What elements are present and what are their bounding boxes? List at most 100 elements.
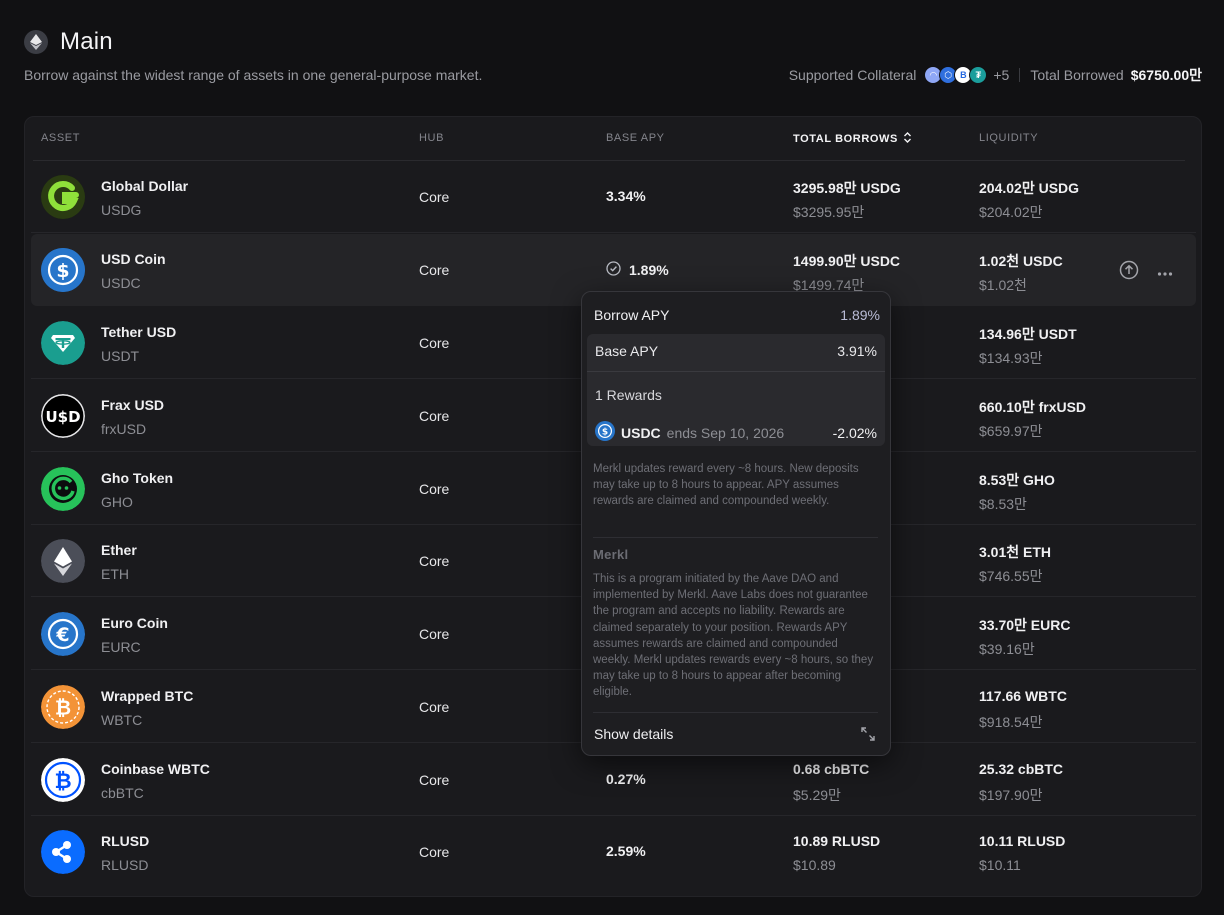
total-borrows-usd: $10.89 [793, 857, 836, 873]
hub-value: Core [419, 481, 450, 497]
hub-value: Core [419, 844, 450, 860]
asset-symbol: cbBTC [101, 785, 144, 801]
collateral-icons[interactable]: ◠ ⬡ B ₮ [924, 66, 988, 84]
merkl-disclaimer: This is a program initiated by the Aave … [593, 573, 874, 699]
rewards-count: 1 Rewards [595, 387, 662, 403]
base-apy-value: 0.27% [606, 771, 646, 787]
base-apy-value: 3.91% [837, 343, 877, 359]
liquidity-amount: 10.11 RLUSD [979, 833, 1066, 849]
collateral-more-count[interactable]: +5 [993, 67, 1010, 83]
cbbtc-icon: ₿ [41, 758, 85, 802]
svg-text:₿: ₿ [54, 769, 71, 793]
market-stats: Supported Collateral ◠ ⬡ B ₮ +5 Total Bo… [789, 65, 1202, 85]
svg-text:U$D: U$D [45, 408, 80, 426]
asset-symbol: USDG [101, 202, 142, 218]
row-actions [1119, 260, 1173, 285]
base-apy-value: 1.89% [629, 262, 669, 278]
asset-name: Gho Token [101, 470, 174, 486]
column-header-hub[interactable]: HUB [419, 132, 445, 144]
asset-symbol: EURC [101, 639, 141, 655]
svg-text:€: € [55, 624, 69, 646]
column-header-asset[interactable]: ASSET [41, 132, 81, 144]
ether-icon [41, 539, 85, 583]
base-apy-row: Base APY 3.91% [595, 343, 877, 359]
hub-value: Core [419, 262, 450, 278]
base-apy-label: Base APY [595, 343, 659, 359]
divider [1019, 68, 1021, 82]
expand-icon[interactable] [860, 726, 876, 747]
svg-text:$: $ [56, 260, 69, 282]
reward-row: $ USDC ends Sep 10, 2026 -2.02% [595, 421, 877, 444]
liquidity-usd: $39.16만 [979, 641, 1035, 657]
liquidity-usd: $10.11 [979, 857, 1021, 873]
show-details-link[interactable]: Show details [594, 726, 674, 742]
column-header-liquidity[interactable]: LIQUIDITY [979, 132, 1039, 144]
table-row[interactable]: U$D Frax USD frxUSD Core 660.10만 frxUSD … [31, 380, 1196, 452]
more-options-icon[interactable] [1157, 264, 1173, 282]
tether-icon [41, 321, 85, 365]
table-row[interactable]: RLUSD RLUSD Core 2.59% 10.89 RLUSD $10.8… [31, 816, 1196, 888]
page-title: Main [60, 28, 113, 55]
rlusd-icon [41, 830, 85, 874]
table-header: ASSET HUB BASE APY TOTAL BORROWS LIQUIDI… [25, 117, 1201, 161]
table-row[interactable]: Ether ETH Core 3.01천 ETH $746.55만 [31, 525, 1196, 597]
total-borrows-amount: 0.68 cbBTC [793, 761, 870, 777]
merkl-update-note: Merkl updates reward every ~8 hours. New… [593, 463, 859, 508]
asset-name: Tether USD [101, 324, 177, 340]
sort-icon[interactable] [903, 132, 912, 146]
market-header: Main Borrow against the widest range of … [24, 28, 1202, 88]
asset-name: Coinbase WBTC [101, 761, 210, 777]
total-borrowed-value: $6750.00만 [1130, 67, 1202, 83]
total-borrows-amount: 10.89 RLUSD [793, 833, 881, 849]
wbtc-icon: ₿ [41, 685, 85, 729]
column-header-base-apy[interactable]: BASE APY [606, 132, 665, 144]
apy-breakdown-panel: Base APY 3.91% 1 Rewards $ USDC ends Sep… [587, 334, 885, 446]
hub-value: Core [419, 553, 450, 569]
borrow-arrow-up-icon[interactable] [1119, 260, 1139, 285]
reward-token: USDC [621, 424, 661, 441]
divider [593, 537, 878, 538]
asset-name: Ether [101, 542, 137, 558]
merkl-logo: Merkl [593, 547, 629, 562]
hub-value: Core [419, 626, 450, 642]
liquidity-usd: $204.02만 [979, 204, 1043, 220]
hub-value: Core [419, 699, 450, 715]
liquidity-usd: $134.93만 [979, 350, 1043, 366]
table-row[interactable]: ₿ Coinbase WBTC cbBTC Core 0.27% 0.68 cb… [31, 744, 1196, 816]
liquidity-amount: 117.66 WBTC [979, 688, 1067, 704]
assets-table: ASSET HUB BASE APY TOTAL BORROWS LIQUIDI… [24, 116, 1202, 897]
hub-value: Core [419, 335, 450, 351]
table-row[interactable]: Global Dollar USDG Core 3.34% 3295.98만 U… [31, 161, 1196, 233]
liquidity-amount: 3.01천 ETH [979, 544, 1052, 560]
svg-text:₿: ₿ [55, 696, 71, 720]
liquidity-amount: 8.53만 GHO [979, 472, 1055, 488]
borrow-apy-label: Borrow APY [594, 307, 670, 323]
column-header-total-borrows[interactable]: TOTAL BORROWS [793, 132, 912, 146]
liquidity-amount: 33.70만 EURC [979, 617, 1071, 633]
liquidity-amount: 660.10만 frxUSD [979, 399, 1087, 415]
asset-name: Frax USD [101, 397, 165, 413]
asset-name: Euro Coin [101, 615, 168, 631]
gho-icon [41, 467, 85, 511]
asset-symbol: USDT [101, 348, 140, 364]
liquidity-amount: 134.96만 USDT [979, 326, 1077, 342]
liquidity-amount: 1.02천 USDC [979, 253, 1063, 269]
hub-value: Core [419, 408, 450, 424]
liquidity-usd: $918.54만 [979, 714, 1043, 730]
asset-name: RLUSD [101, 833, 150, 849]
borrow-apy-row: Borrow APY 1.89% [594, 307, 880, 323]
market-description: Borrow against the widest range of asset… [24, 67, 483, 83]
apy-breakdown-tooltip: Borrow APY 1.89% Base APY 3.91% 1 Reward… [581, 291, 891, 756]
asset-symbol: GHO [101, 494, 133, 510]
supported-collateral-label: Supported Collateral [788, 67, 917, 83]
asset-symbol: USDC [101, 275, 141, 291]
base-apy-cell[interactable]: 1.89% [606, 261, 669, 279]
rewards-check-icon[interactable] [606, 261, 621, 279]
header-divider [33, 160, 1185, 161]
hub-value: Core [419, 189, 450, 205]
euro-coin-icon: € [41, 612, 85, 656]
tether-collateral-icon: ₮ [969, 66, 988, 84]
asset-name: Global Dollar [101, 178, 189, 194]
hub-value: Core [419, 772, 450, 788]
liquidity-amount: 204.02만 USDG [979, 180, 1080, 196]
